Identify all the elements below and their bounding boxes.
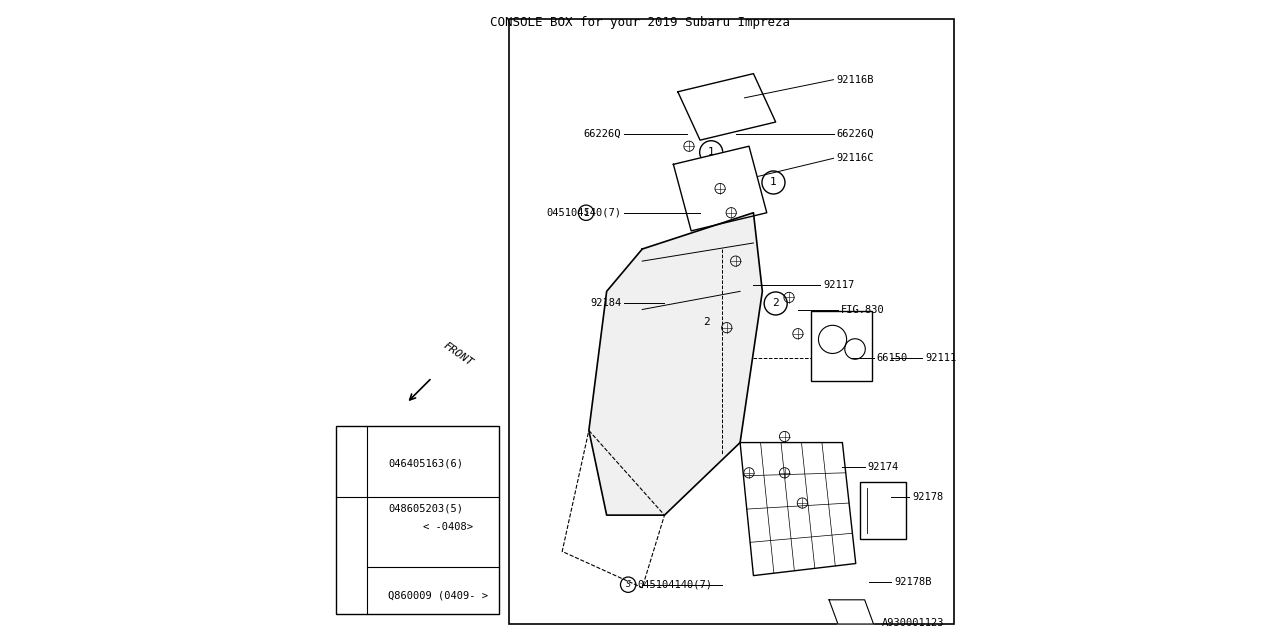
Polygon shape — [740, 443, 856, 575]
Text: 1: 1 — [771, 177, 777, 188]
Text: 2: 2 — [704, 317, 710, 326]
Text: S: S — [584, 208, 589, 217]
Text: < -0408>: < -0408> — [422, 522, 474, 532]
Polygon shape — [673, 146, 767, 231]
Polygon shape — [678, 74, 776, 140]
Bar — [508, 19, 954, 624]
Text: 92174: 92174 — [868, 461, 899, 472]
Text: S: S — [626, 580, 631, 589]
Text: 92117: 92117 — [823, 280, 855, 291]
Text: 92116B: 92116B — [837, 75, 874, 84]
Text: 2: 2 — [772, 298, 780, 308]
Text: 2: 2 — [348, 526, 356, 536]
Text: S: S — [375, 504, 380, 513]
Polygon shape — [589, 212, 763, 515]
Text: 92178B: 92178B — [895, 577, 932, 587]
Text: 048605203(5): 048605203(5) — [389, 504, 463, 514]
Bar — [335, 426, 499, 614]
Text: 92184: 92184 — [590, 298, 621, 308]
Bar — [860, 482, 906, 540]
FancyBboxPatch shape — [812, 310, 872, 381]
Text: 1: 1 — [348, 458, 356, 468]
Polygon shape — [829, 600, 873, 624]
Text: FRONT: FRONT — [442, 340, 475, 368]
Text: CONSOLE BOX for your 2019 Subaru Impreza: CONSOLE BOX for your 2019 Subaru Impreza — [490, 16, 790, 29]
Text: S: S — [375, 459, 380, 468]
Text: 66226Q: 66226Q — [837, 129, 874, 139]
Text: 92178: 92178 — [913, 492, 943, 502]
Text: A930001123: A930001123 — [882, 618, 945, 628]
Text: FIG.830: FIG.830 — [841, 305, 884, 314]
Text: Q860009 (0409- >: Q860009 (0409- > — [389, 591, 489, 600]
Text: 92111: 92111 — [925, 353, 957, 363]
Text: 92116C: 92116C — [837, 154, 874, 163]
Text: 66150: 66150 — [877, 353, 908, 363]
Text: 66226Q: 66226Q — [584, 129, 621, 139]
Text: 045104140(7): 045104140(7) — [637, 580, 712, 589]
Text: 045104140(7): 045104140(7) — [547, 208, 621, 218]
Text: 1: 1 — [708, 147, 714, 157]
Text: 046405163(6): 046405163(6) — [389, 458, 463, 468]
